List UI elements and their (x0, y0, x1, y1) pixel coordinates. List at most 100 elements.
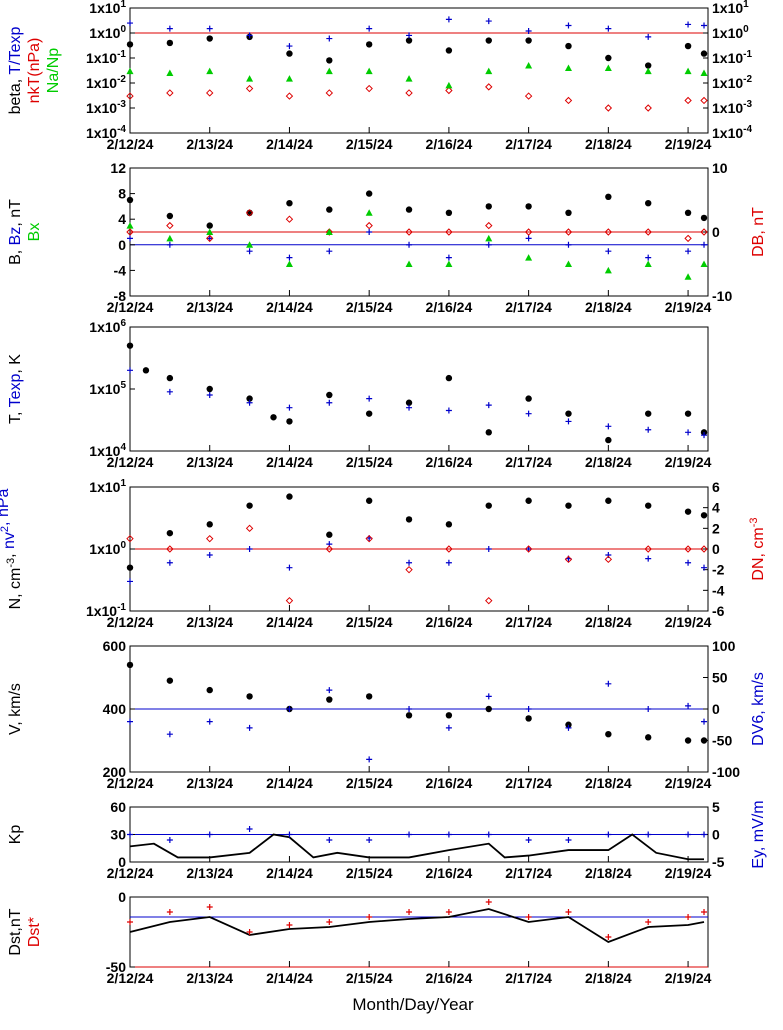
point-DN (285, 596, 294, 605)
point-N (645, 502, 652, 509)
point-B (286, 200, 293, 207)
point-V (525, 715, 532, 722)
point-T (286, 418, 293, 425)
y-tick-label: 1x101 (89, 0, 126, 16)
point-V (645, 734, 652, 741)
point-N (525, 497, 532, 504)
y-right-tick-label: 1x101 (712, 0, 749, 16)
point-T (246, 395, 253, 402)
point-T/Texp (206, 25, 213, 32)
y-axis-title: beta, T/Texp (7, 27, 24, 115)
x-tick-label: 2/15/24 (346, 614, 393, 630)
point-Texp (525, 410, 532, 417)
x-tick-label: 2/18/24 (585, 136, 632, 152)
x-tick-label: 2/16/24 (426, 865, 473, 881)
y-tick-label: 1x101 (89, 478, 126, 495)
point-Texp (366, 395, 373, 402)
y-right-tick-label: -4 (712, 582, 725, 598)
y-right-tick-label: 0 (712, 827, 720, 843)
panel-beta: 1x10-4 1x10-3 1x10-2 1x10-1 1x100 1x101 1x10-4… (7, 0, 752, 152)
point-Bz (685, 248, 692, 255)
point-Ey (406, 831, 413, 838)
x-tick-label: 2/16/24 (426, 136, 473, 152)
x-tick-label: 2/16/24 (426, 454, 473, 470)
point-beta (126, 41, 134, 48)
point-Na/Np (206, 67, 214, 75)
point-nkT(nPa) (166, 89, 174, 97)
point-Bx (525, 254, 533, 261)
y-right-axis-title: DB, nT (750, 207, 767, 257)
y-right-axis-title: DV6, km/s (750, 672, 767, 746)
point-DN (405, 565, 413, 574)
point-beta (206, 35, 213, 42)
point-DB (700, 228, 708, 236)
point-T (142, 367, 150, 374)
point-Bx (604, 266, 612, 274)
point-Texp (286, 404, 293, 411)
point-V (605, 731, 612, 738)
point-Bz (206, 235, 213, 242)
point-nkT(nPa) (700, 96, 708, 105)
x-tick-label: 2/14/24 (266, 136, 313, 152)
point-nv2 (701, 564, 708, 571)
point-nv2 (246, 546, 253, 552)
x-tick-label: 2/19/24 (665, 614, 712, 630)
y-right-tick-label: -100 (712, 764, 740, 780)
x-tick-label: 2/15/24 (346, 136, 393, 152)
point-DN (365, 534, 373, 543)
x-tick-label: 2/14/24 (266, 865, 313, 881)
point-beta (605, 54, 612, 62)
point-DN (564, 555, 573, 564)
point-beta (700, 50, 708, 57)
panel-V: 200 400 600 -100 -50 0 50 100 2/12/24 2/13/24 2/14… (7, 638, 767, 791)
point-beta (485, 37, 492, 44)
point-beta (445, 47, 453, 54)
point-T/Texp (366, 25, 373, 32)
point-Bz (525, 235, 532, 242)
y-right-tick-label: 6 (712, 479, 720, 495)
point-Texp (206, 392, 213, 399)
point-N (365, 497, 373, 504)
point-nv2 (445, 559, 452, 566)
point-N (445, 521, 453, 528)
point-DB (166, 221, 174, 230)
point-nkT(nPa) (325, 89, 334, 97)
y-tick-label: 12 (110, 160, 126, 176)
point-T/Texp (685, 21, 692, 28)
point-Dst* (366, 914, 373, 920)
point-T/Texp (645, 33, 652, 40)
point-Dst* (701, 909, 708, 915)
point-DV6 (485, 693, 492, 700)
point-Ey (565, 837, 572, 843)
point-Texp (445, 407, 452, 414)
point-T (565, 410, 572, 417)
point-Dst* (525, 914, 532, 920)
point-DV6 (206, 718, 213, 725)
point-Ey (701, 831, 708, 838)
point-Dst* (246, 929, 253, 935)
point-nkT(nPa) (485, 83, 493, 91)
point-N (126, 564, 134, 571)
point-Texp (701, 432, 708, 439)
point-N (246, 502, 253, 509)
y-tick-label: 0 (118, 237, 126, 253)
point-DV6 (406, 706, 413, 712)
y-axis-title: Kp (7, 825, 24, 845)
point-T/Texp (485, 18, 492, 25)
point-B (700, 214, 708, 222)
point-V (206, 686, 213, 694)
point-DB (644, 228, 652, 236)
x-tick-label: 2/18/24 (585, 454, 632, 470)
point-Bx (166, 234, 174, 242)
point-Bz (246, 248, 253, 255)
panels-layer: 1x10-4 1x10-3 1x10-2 1x10-1 1x100 1x101 1x10-4… (0, 0, 767, 986)
point-DN (206, 534, 214, 543)
x-tick-label: 2/13/24 (186, 454, 233, 470)
point-Texp (246, 399, 253, 406)
point-Dst* (565, 909, 572, 915)
point-Bx (246, 241, 254, 248)
point-V (565, 721, 572, 728)
point-Bz (366, 229, 373, 235)
y-tick-label: 1x10-1 (86, 602, 126, 619)
x-tick-label: 2/16/24 (426, 614, 473, 630)
